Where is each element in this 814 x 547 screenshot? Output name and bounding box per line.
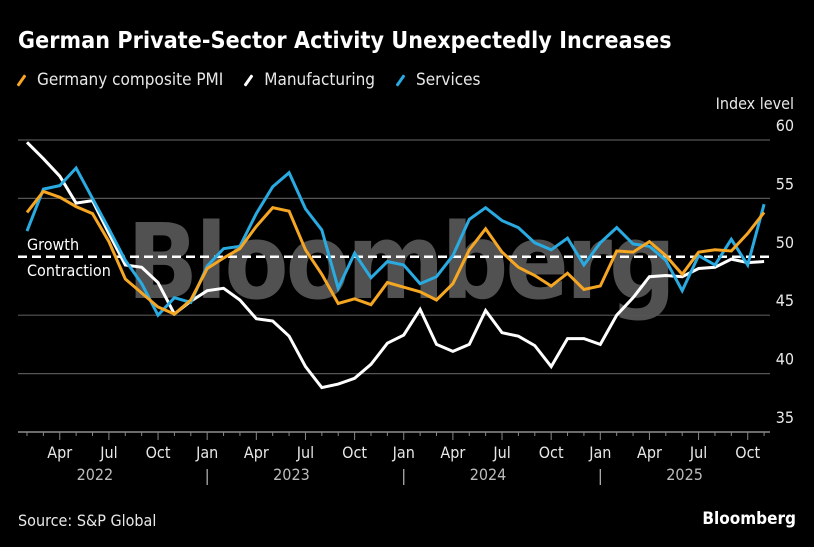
x-tick-label: Oct (146, 443, 171, 462)
watermark: Bloomberg (127, 201, 673, 323)
x-year-label: 2025 (666, 465, 703, 484)
series-lines (25, 141, 766, 390)
legend-label-services: Services (416, 70, 481, 90)
y-tick-labels: 35 40 45 50 55 60 (776, 116, 794, 427)
bloomberg-logo: Bloomberg (702, 509, 796, 529)
x-tick-label: Apr (47, 443, 72, 462)
x-tick-label: Apr (440, 443, 465, 462)
x-tick-label: Oct (735, 443, 760, 462)
y-tick-label: 60 (776, 116, 794, 135)
series-line-manufacturing (25, 141, 765, 390)
y-tick-label: 45 (776, 291, 794, 310)
y-tick-label: 35 (776, 408, 794, 427)
legend-item-manufacturing: Manufacturing (243, 70, 375, 90)
x-tick-label: Oct (342, 443, 367, 462)
x-axis: Apr Jul Oct Jan Apr Jul Oct Jan Apr Jul Oct Jan Apr J… (18, 431, 770, 485)
contraction-label: Contraction (27, 261, 111, 280)
x-tick-label: Jul (492, 443, 510, 462)
y-axis-label: Index level (715, 94, 794, 113)
y-tick-label: 40 (776, 350, 794, 369)
source-note: Source: S&P Global (18, 511, 157, 530)
x-tick-label: Jul (689, 443, 707, 462)
x-tick-label: Jan (195, 443, 218, 462)
legend-item-services: Services (395, 70, 481, 90)
x-tick-label: Jul (99, 443, 117, 462)
reference-line-group: Growth Contraction (18, 235, 770, 280)
x-tick-label: Jul (296, 443, 314, 462)
x-tick-label: Apr (244, 443, 269, 462)
x-tick-label: Apr (637, 443, 662, 462)
legend-label-manufacturing: Manufacturing (264, 70, 376, 90)
legend-item-composite: Germany composite PMI (16, 70, 223, 90)
series-line-germany-composite-pmi (25, 189, 766, 316)
x-year-label: 2024 (470, 465, 507, 484)
y-tick-label: 55 (776, 174, 794, 193)
x-tick-label: Oct (539, 443, 564, 462)
x-tick-label: Jan (392, 443, 415, 462)
chart-title: German Private-Sector Activity Unexpecte… (18, 28, 672, 54)
legend-label-composite: Germany composite PMI (37, 70, 224, 90)
x-year-label: 2023 (273, 465, 310, 484)
y-tick-label: 50 (776, 233, 794, 252)
x-tick-label: Jan (588, 443, 611, 462)
growth-label: Growth (27, 235, 79, 254)
chart-legend: Germany composite PMI Manufacturing Serv… (16, 70, 501, 90)
x-year-label: 2022 (77, 465, 114, 484)
